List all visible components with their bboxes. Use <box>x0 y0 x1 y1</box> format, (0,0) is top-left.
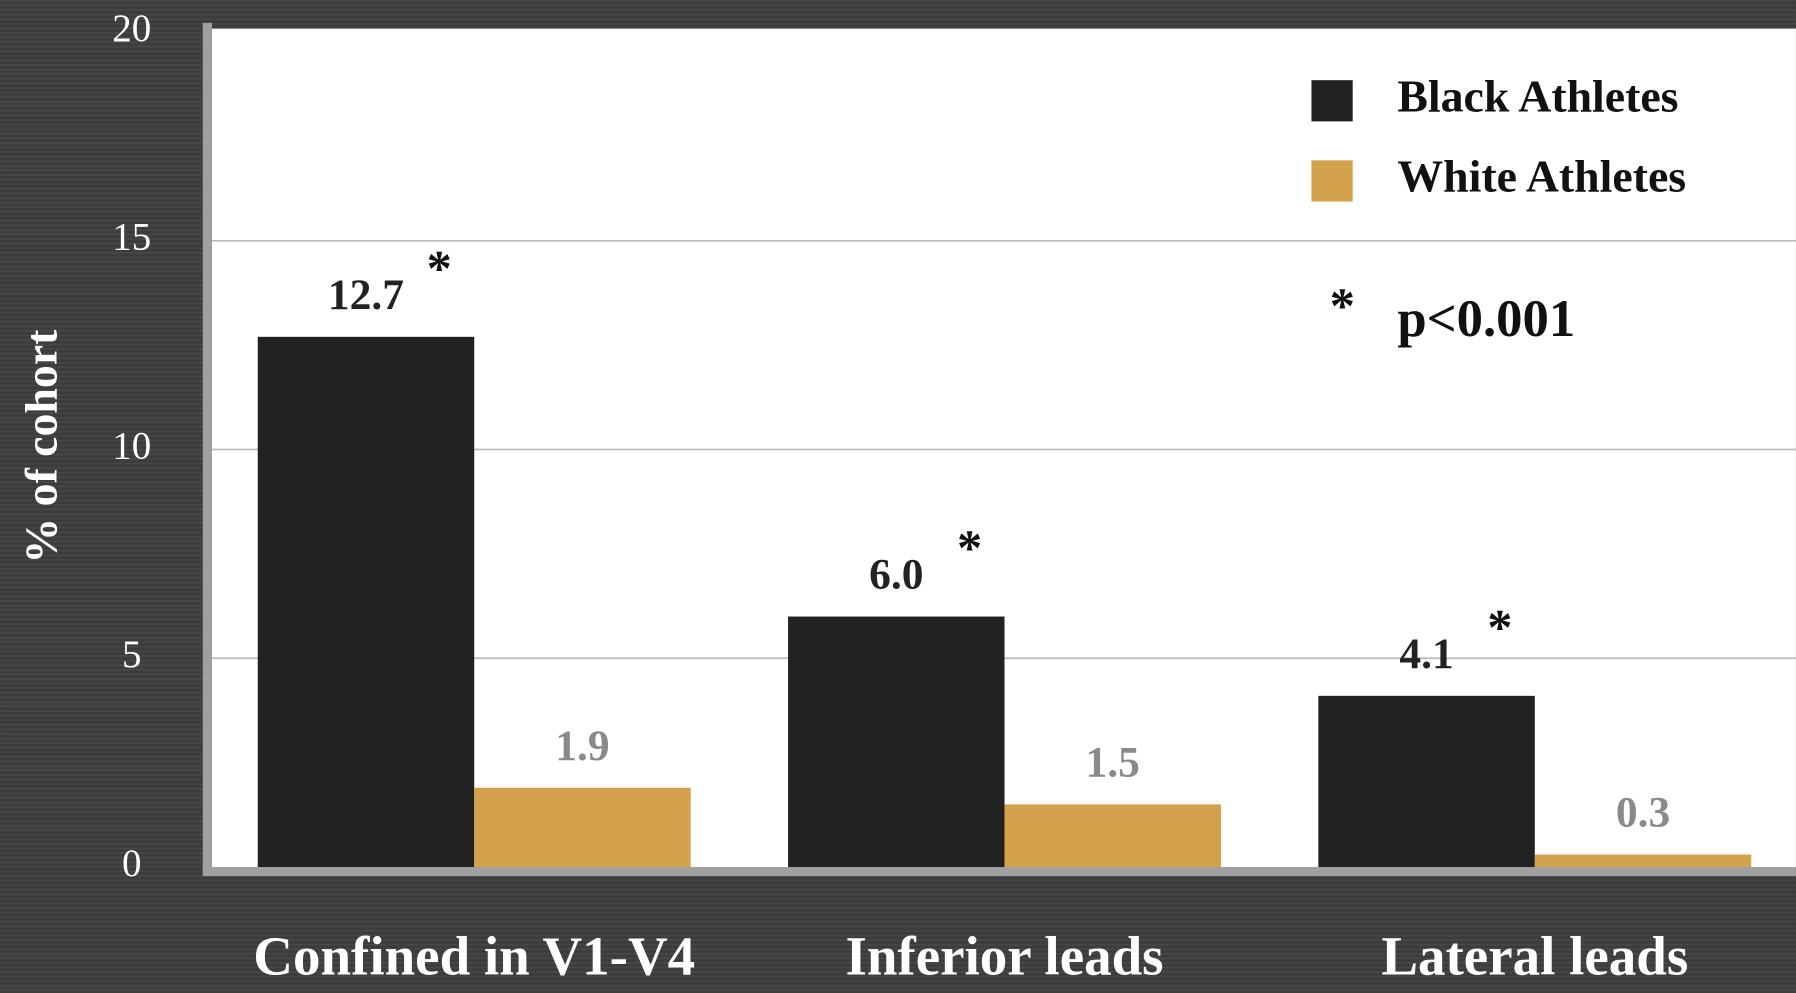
bar <box>788 616 1005 868</box>
bar <box>1318 695 1535 868</box>
x-tick-label: Confined in V1-V4 <box>253 926 695 987</box>
value-label: 1.5 <box>1086 739 1140 787</box>
value-label: 12.7 <box>328 271 404 319</box>
significance-marker: * <box>957 520 982 576</box>
x-tick-label: Inferior leads <box>845 926 1163 987</box>
value-label: 6.0 <box>869 551 923 599</box>
bar <box>257 336 475 868</box>
y-axis-label: % of cohort <box>15 329 66 564</box>
value-label: 1.9 <box>555 722 609 770</box>
y-tick-label: 0 <box>122 842 141 885</box>
legend-swatch <box>1311 160 1353 202</box>
significance-marker: * <box>1487 599 1512 655</box>
bar <box>474 787 691 868</box>
legend-note: p<0.001 <box>1397 290 1575 348</box>
value-label: 0.3 <box>1616 789 1670 837</box>
legend-marker: * <box>1330 278 1355 334</box>
bar <box>1534 854 1752 868</box>
bar <box>1004 804 1221 868</box>
significance-marker: * <box>427 240 452 296</box>
y-tick-label: 10 <box>112 424 151 467</box>
value-label: 4.1 <box>1399 630 1453 678</box>
y-tick-label: 15 <box>112 216 151 259</box>
legend-label: White Athletes <box>1397 150 1686 201</box>
y-tick-label: 20 <box>112 7 151 50</box>
legend-swatch <box>1311 80 1353 122</box>
legend-label: Black Athletes <box>1397 70 1678 121</box>
y-tick-label: 5 <box>122 633 141 676</box>
x-tick-label: Lateral leads <box>1381 926 1688 987</box>
